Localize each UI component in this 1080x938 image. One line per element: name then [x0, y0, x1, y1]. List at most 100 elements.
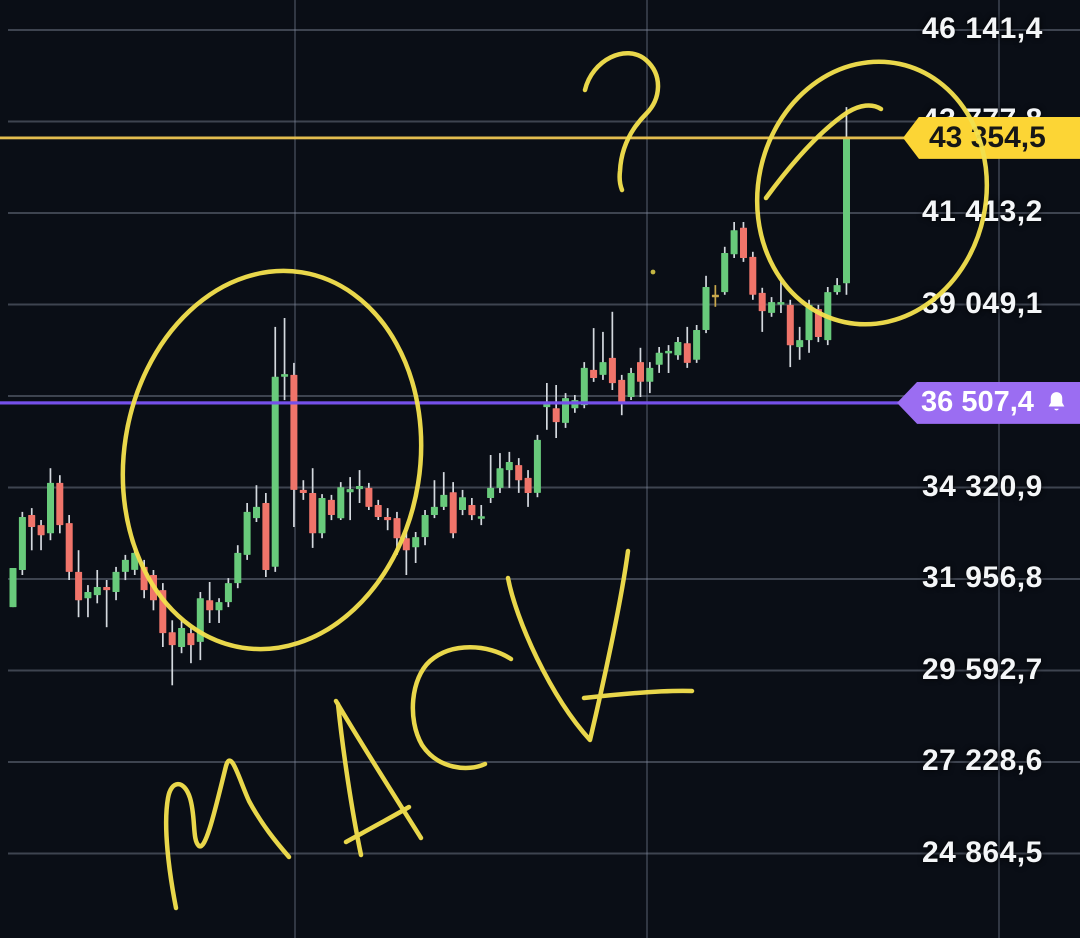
candle-body	[749, 256, 757, 295]
candle-wick	[349, 477, 351, 521]
candle-wick	[592, 328, 595, 382]
candle-wick	[602, 331, 604, 380]
candle-wick	[87, 585, 89, 618]
price-axis-label: 31 956,8	[922, 561, 1043, 594]
candle-body	[758, 292, 766, 312]
candle-body	[309, 493, 317, 534]
candle-body	[608, 357, 616, 384]
candle-body	[84, 592, 92, 599]
candle-body	[271, 376, 279, 567]
candle-body	[646, 367, 654, 382]
candle-wick	[218, 598, 220, 623]
price-axis-label: 27 228,6	[922, 744, 1043, 777]
candle-body	[496, 468, 504, 488]
candle-body	[9, 568, 17, 608]
candle-wick	[780, 277, 782, 313]
current-price-line	[0, 136, 1080, 140]
candle-body	[814, 309, 822, 337]
candle-body	[93, 587, 101, 596]
candle-body	[290, 374, 298, 490]
candle-body	[253, 506, 260, 519]
candle-body	[730, 230, 738, 255]
candle-body	[346, 489, 354, 493]
candle-body	[627, 373, 635, 397]
candle-body	[112, 571, 120, 592]
candle-body	[843, 136, 850, 284]
candle-body	[786, 304, 794, 346]
candle-body	[402, 538, 410, 551]
horizontal-gridline	[8, 486, 1080, 489]
candle-body	[131, 552, 139, 570]
candle-body	[618, 379, 626, 402]
candle-body	[533, 439, 541, 493]
candle-body	[805, 304, 813, 341]
horizontal-gridline	[8, 120, 1080, 123]
alert-price-label: 36 507,4	[921, 386, 1034, 419]
candle-body	[356, 486, 363, 490]
candle-body	[56, 482, 64, 526]
candle-body	[833, 285, 841, 293]
candle-body	[702, 287, 710, 330]
candle-body	[674, 342, 682, 356]
candle-body	[47, 482, 54, 534]
candle-wick	[480, 505, 483, 526]
price-alert-badge[interactable]: 36 507,4	[897, 381, 1080, 424]
candle-body	[318, 498, 326, 534]
candle-body	[234, 552, 242, 584]
horizontal-gridline	[8, 212, 1080, 214]
candle-body	[215, 602, 223, 611]
candle-body	[740, 227, 747, 258]
candle-wick	[96, 570, 99, 604]
horizontal-gridline	[8, 852, 1080, 855]
candle-body	[711, 294, 719, 298]
horizontal-gridline	[8, 303, 1080, 306]
candle-body	[459, 497, 466, 510]
candle-wick	[489, 455, 492, 503]
current-price-badge: 43 354,5	[903, 116, 1080, 159]
price-axis-label: 24 864,5	[922, 835, 1043, 869]
candle-body	[440, 494, 448, 507]
candle-body	[28, 515, 36, 527]
candle-body	[721, 253, 729, 293]
alert-price-line[interactable]	[0, 401, 1080, 405]
candle-body	[430, 506, 438, 515]
candle-body	[421, 515, 429, 538]
vertical-gridline	[998, 0, 1000, 938]
candle-body	[281, 374, 289, 377]
candle-body	[693, 330, 701, 360]
candle-body	[365, 487, 373, 507]
candle-body	[243, 511, 251, 555]
candle-body	[262, 503, 270, 570]
candle-body	[178, 628, 186, 647]
horizontal-gridline	[8, 395, 1080, 397]
candle-wick	[442, 472, 445, 510]
candle-body	[37, 525, 45, 536]
price-axis-label: 41 413,2	[922, 195, 1043, 228]
candle-body	[524, 477, 532, 493]
candle-body	[552, 408, 560, 423]
candle-wick	[414, 532, 417, 563]
candle-body	[683, 343, 691, 363]
candle-body	[196, 598, 204, 642]
price-axis-label: 34 320,9	[922, 469, 1043, 503]
candle-body	[206, 600, 214, 611]
current-price-label: 43 354,5	[929, 120, 1046, 154]
candle-body	[374, 505, 382, 517]
candle-body	[655, 352, 663, 365]
candle-body	[140, 566, 148, 591]
candle-body	[103, 587, 111, 591]
candle-body	[590, 369, 598, 378]
candle-body	[449, 492, 457, 534]
candle-body	[599, 362, 607, 375]
candle-body	[824, 292, 832, 341]
candle-body	[515, 465, 523, 481]
vertical-gridline	[646, 0, 648, 938]
candle-body	[65, 523, 73, 572]
candle-body	[477, 516, 485, 519]
candle-wick	[611, 311, 614, 390]
candle-body	[384, 517, 392, 521]
alert-bell-icon	[1048, 392, 1065, 411]
candle-wick	[667, 345, 670, 373]
candle-body	[224, 583, 232, 603]
